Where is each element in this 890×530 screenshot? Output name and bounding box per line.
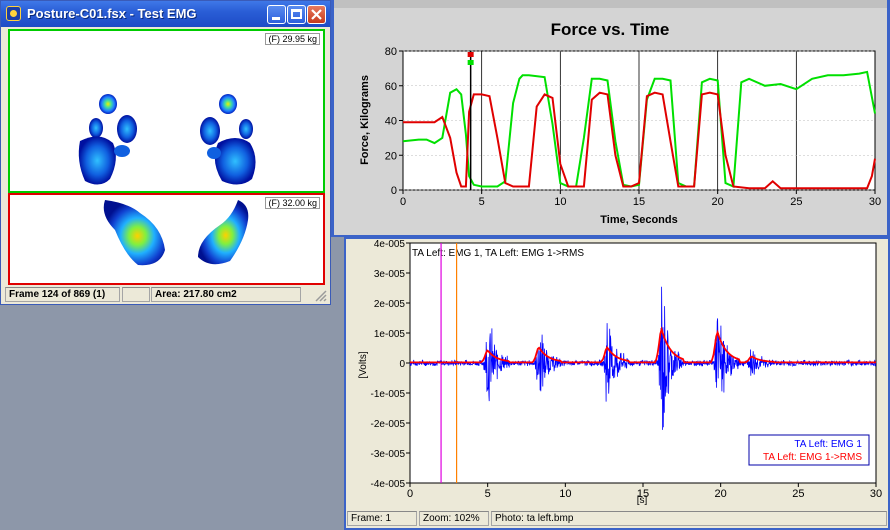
- emg-x-tick-label: 10: [559, 488, 571, 500]
- force-x-tick-label: 15: [633, 196, 645, 208]
- emg-y-tick-label: -3e-005: [371, 449, 406, 460]
- emg-x-axis-label: [s]: [637, 495, 648, 506]
- emg-zoom-readout: Zoom: 102%: [419, 511, 489, 526]
- emg-rms-series: [410, 326, 876, 364]
- force-x-tick-label: 5: [479, 196, 485, 208]
- force-x-axis-label: Time, Seconds: [600, 214, 677, 226]
- emg-x-tick-label: 25: [792, 488, 804, 500]
- emg-window[interactable]: TA Left: EMG 1, TA Left: EMG 1->RMS -4e-…: [344, 237, 890, 530]
- force-series-2: [403, 91, 876, 190]
- legend-item-emg: TA Left: EMG 1: [794, 439, 862, 450]
- pressure-map-bottom: [103, 200, 249, 266]
- maximize-button[interactable]: [287, 5, 306, 24]
- posture-window[interactable]: Posture-C01.fsx - Test EMG (F) 29.95 kg: [0, 0, 331, 305]
- maximize-icon: [291, 9, 302, 19]
- bottom-pane-force-label: (F) 32.00 kg: [265, 197, 320, 209]
- force-x-tick-label: 10: [554, 196, 566, 208]
- emg-chart: TA Left: EMG 1, TA Left: EMG 1->RMS -4e-…: [358, 239, 882, 506]
- emg-y-tick-label: 4e-005: [374, 239, 406, 250]
- emg-x-tick-label: 30: [870, 488, 882, 500]
- emg-y-tick-label: -1e-005: [371, 389, 406, 400]
- force-series-1: [402, 70, 876, 188]
- posture-title-bar[interactable]: Posture-C01.fsx - Test EMG: [1, 1, 330, 27]
- emg-frame-readout: Frame: 1: [347, 511, 417, 526]
- force-y-tick-label: 20: [385, 150, 397, 162]
- posture-window-title: Posture-C01.fsx - Test EMG: [27, 6, 197, 21]
- force-x-tick-label: 25: [790, 196, 802, 208]
- emg-x-tick-label: 5: [485, 488, 491, 500]
- force-x-tick-label: 30: [869, 196, 881, 208]
- pressure-pane-top[interactable]: (F) 29.95 kg: [8, 29, 325, 193]
- emg-status-bar: Frame: 1 Zoom: 102% Photo: ta left.bmp: [347, 511, 887, 527]
- emg-x-tick-label: 0: [407, 488, 413, 500]
- force-y-tick-label: 60: [385, 81, 397, 93]
- emg-x-tick-label: 15: [637, 488, 649, 500]
- close-button[interactable]: [307, 5, 326, 24]
- pressure-pane-bottom[interactable]: (F) 32.00 kg: [8, 193, 325, 285]
- force-y-tick-label: 0: [391, 185, 397, 197]
- posture-status-bar: Frame 124 of 869 (1) Area: 217.80 cm2: [5, 287, 328, 303]
- frame-counter: Frame 124 of 869 (1): [5, 287, 120, 302]
- emg-y-tick-label: 1e-005: [374, 329, 406, 340]
- emg-y-tick-label: 2e-005: [374, 299, 406, 310]
- top-pane-force-label: (F) 29.95 kg: [265, 33, 320, 45]
- emg-y-tick-label: 0: [399, 359, 405, 370]
- app-icon: [6, 6, 21, 21]
- force-y-tick-label: 40: [385, 116, 397, 128]
- resize-grip-icon: [315, 290, 327, 302]
- emg-chart-title: TA Left: EMG 1, TA Left: EMG 1->RMS: [412, 248, 584, 259]
- minimize-button[interactable]: [267, 5, 286, 24]
- area-readout: Area: 217.80 cm2: [151, 287, 301, 302]
- force-y-axis-label: Force, Kilograms: [359, 75, 371, 165]
- legend-item-rms: TA Left: EMG 1->RMS: [763, 452, 862, 463]
- force-chart-title: Force vs. Time: [551, 20, 670, 39]
- emg-y-tick-label: -4e-005: [371, 479, 406, 490]
- cursor-marker-red: [467, 52, 474, 57]
- emg-photo-readout: Photo: ta left.bmp: [491, 511, 887, 526]
- status-spacer: [122, 287, 150, 302]
- emg-x-tick-label: 20: [715, 488, 727, 500]
- emg-y-tick-label: -2e-005: [371, 419, 406, 430]
- force-y-tick-label: 80: [385, 46, 397, 58]
- cursor-marker-green: [467, 60, 474, 65]
- force-x-tick-label: 20: [712, 196, 724, 208]
- close-icon: [311, 9, 322, 20]
- pressure-map-top: [78, 94, 256, 185]
- emg-y-tick-label: 3e-005: [374, 269, 406, 280]
- force-x-tick-label: 0: [400, 196, 406, 208]
- emg-y-axis-label: [Volts]: [358, 351, 369, 378]
- emg-legend: [748, 434, 870, 466]
- force-vs-time-chart: Force vs. Time 0 5 10 15 20 25 30 0 20 40 60 80 Ti…: [334, 8, 887, 235]
- minimize-icon: [272, 17, 280, 20]
